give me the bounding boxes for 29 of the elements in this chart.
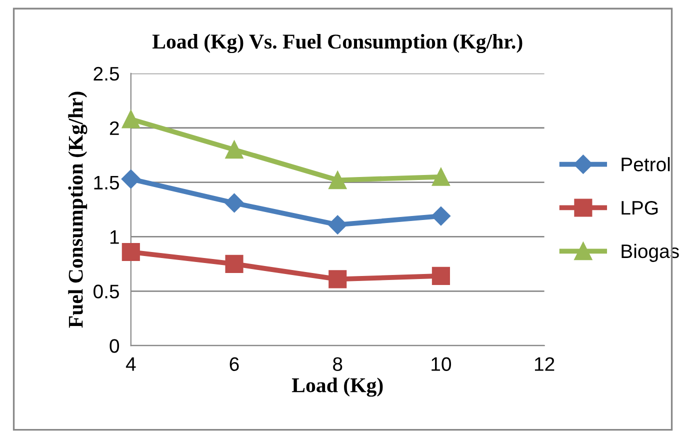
x-tick-label: 6 [230,357,239,371]
y-axis-title: Fuel Consumption (Kg/hr) [68,92,88,328]
y-tick-label: 0.5 [94,284,119,298]
chart-title: Load (Kg) Vs. Fuel Consumption (Kg/hr.) [152,34,522,54]
x-tick-label: 12 [534,357,554,371]
point [432,168,450,186]
legend-label: Biogas [622,244,679,262]
x-axis-title: Load (Kg) [292,378,383,397]
y-tick-label: 1 [110,230,119,244]
y-tick-label: 1.5 [94,176,119,190]
y-tick-label: 0 [110,339,120,353]
point [121,170,140,189]
y-tick-label: 2 [110,121,119,135]
point [122,110,140,128]
point [432,266,450,285]
point [225,254,244,273]
point [224,193,244,213]
point [328,171,347,190]
point [328,270,347,288]
legend-label: LPG [622,200,658,215]
y-tick-label: 2.5 [94,66,119,81]
x-tick-label: 4 [126,357,136,371]
legend-label: Petrol [622,157,670,172]
point [225,140,244,159]
x-tick-label: 8 [333,357,342,371]
point [328,215,348,234]
point [431,206,450,226]
point [122,242,140,262]
x-tick-label: 10 [432,357,452,371]
